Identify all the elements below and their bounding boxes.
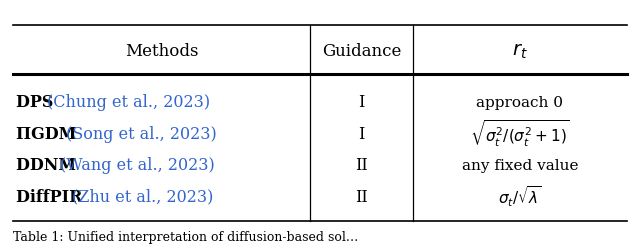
- Text: Table 1: Unified interpretation of diffusion-based sol…: Table 1: Unified interpretation of diffu…: [13, 230, 358, 243]
- Text: (Wang et al., 2023): (Wang et al., 2023): [60, 156, 214, 174]
- Text: approach 0: approach 0: [477, 96, 563, 110]
- Text: DPS: DPS: [16, 94, 59, 111]
- Text: Methods: Methods: [125, 43, 198, 60]
- Text: $r_t$: $r_t$: [512, 42, 528, 60]
- Text: II: II: [355, 188, 368, 205]
- Text: I: I: [358, 94, 365, 111]
- Text: DDNM: DDNM: [16, 156, 82, 174]
- Text: (Chung et al., 2023): (Chung et al., 2023): [47, 94, 210, 111]
- Text: I: I: [358, 125, 365, 142]
- Text: (Song et al., 2023): (Song et al., 2023): [66, 125, 217, 142]
- Text: Guidance: Guidance: [322, 43, 401, 60]
- Text: DiffPIR: DiffPIR: [16, 188, 88, 205]
- Text: ΠGDM: ΠGDM: [16, 125, 82, 142]
- Text: (Zhu et al., 2023): (Zhu et al., 2023): [72, 188, 214, 205]
- Text: any fixed value: any fixed value: [461, 158, 579, 172]
- Text: $\sqrt{\sigma_t^2/(\sigma_t^2+1)}$: $\sqrt{\sigma_t^2/(\sigma_t^2+1)}$: [470, 118, 570, 149]
- Text: II: II: [355, 156, 368, 174]
- Text: $\sigma_t/\sqrt{\lambda}$: $\sigma_t/\sqrt{\lambda}$: [498, 184, 542, 208]
